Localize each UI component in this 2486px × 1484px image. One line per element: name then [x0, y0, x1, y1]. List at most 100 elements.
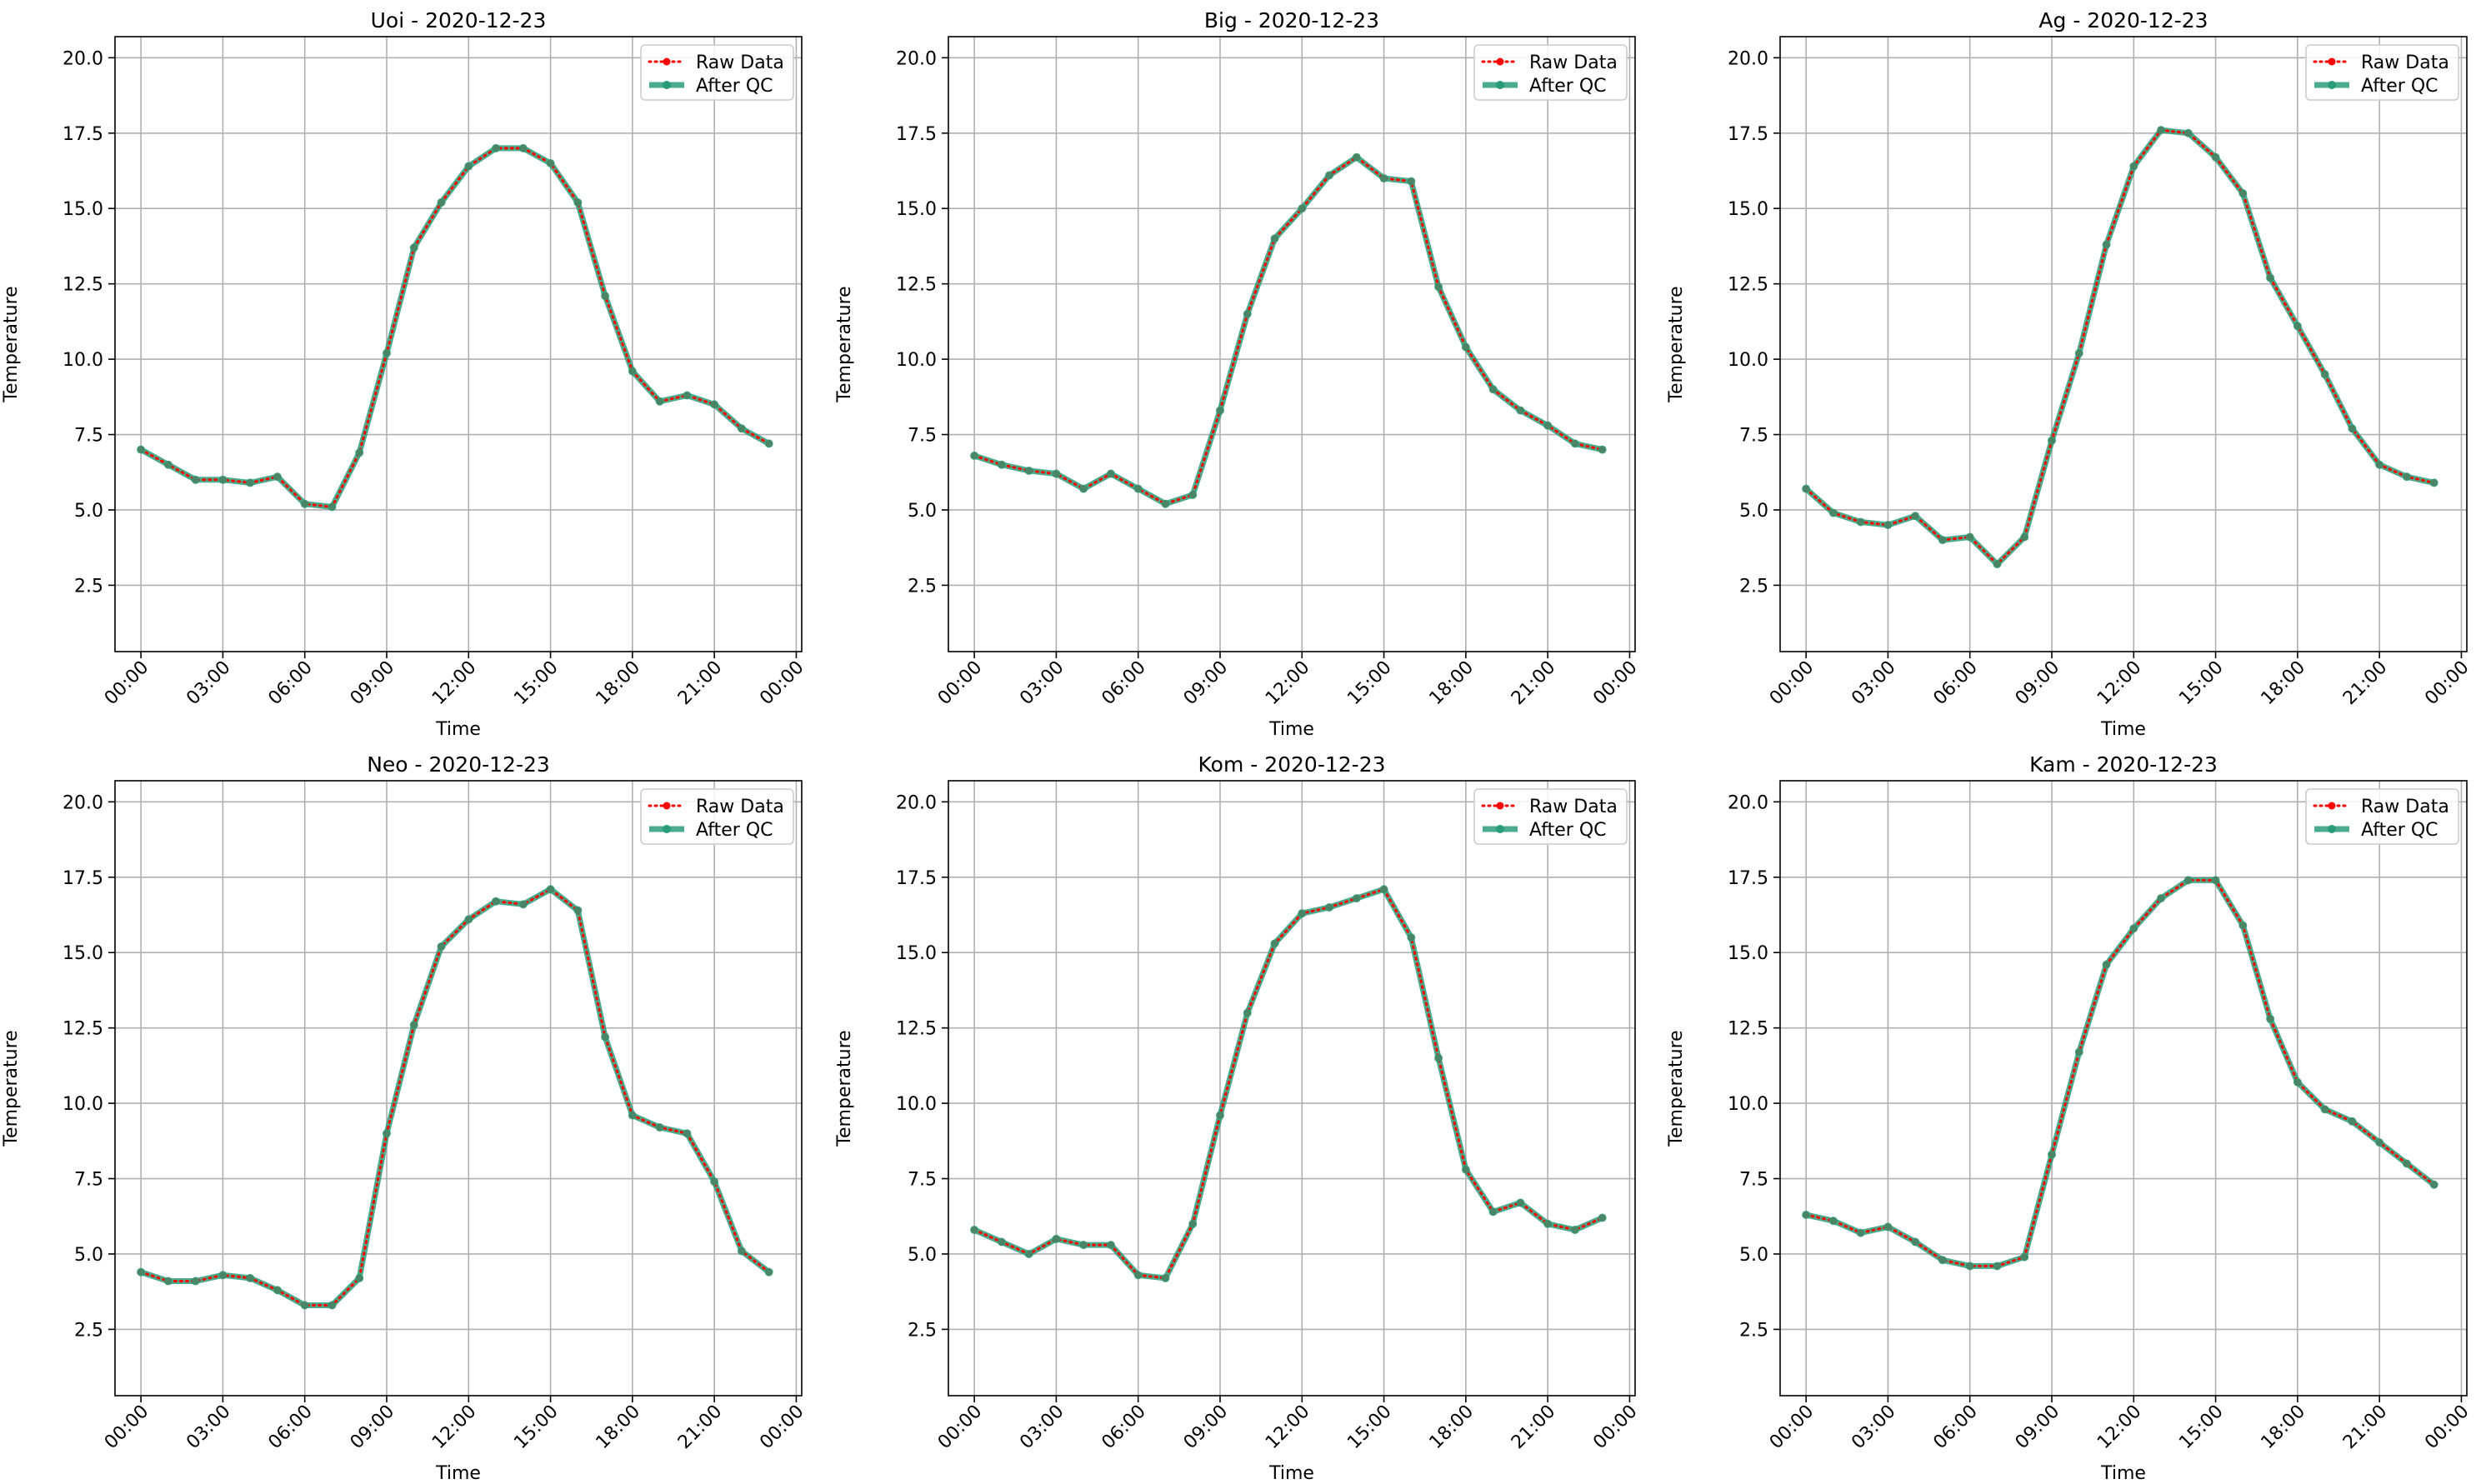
x-tick-label: 18:00 — [1426, 1402, 1478, 1454]
legend-raw-label: Raw Data — [2361, 52, 2449, 73]
legend-qc-label: After QC — [696, 76, 773, 97]
after-qc-point — [1215, 406, 1224, 415]
axes-frame — [948, 780, 1636, 1397]
y-tick-label: 10.0 — [1728, 350, 1768, 371]
after-qc-point — [137, 1267, 146, 1277]
after-qc-point — [1598, 1213, 1607, 1222]
after-qc-point — [1215, 1111, 1224, 1120]
after-qc-point — [2266, 1014, 2275, 1023]
x-tick-label: 00:00 — [756, 657, 808, 710]
x-tick-label: 00:00 — [756, 1402, 808, 1454]
after-qc-point — [2238, 921, 2248, 930]
y-tick-label: 5.0 — [908, 1245, 937, 1266]
after-qc-point — [2320, 1105, 2329, 1114]
subplot-title: Uoi - 2020-12-23 — [371, 8, 547, 32]
after-qc-point — [2402, 1159, 2411, 1168]
subplot-title: Kam - 2020-12-23 — [2029, 752, 2218, 777]
axes-frame — [1779, 780, 2468, 1397]
x-tick-label: 12:00 — [1262, 657, 1314, 710]
y-tick-label: 15.0 — [63, 199, 103, 220]
y-tick-label: 15.0 — [896, 943, 937, 964]
x-tick-label: 06:00 — [264, 657, 317, 710]
y-tick-label: 5.0 — [1739, 501, 1768, 522]
subplot-6: 2.5 5.0 7.5 10.0 12.5 15.0 17.5 20.0 00:00 03:00 0… — [1666, 752, 2473, 1484]
x-tick-label: 09:00 — [1180, 1402, 1233, 1454]
after-qc-point — [1598, 445, 1607, 454]
axes-frame — [114, 780, 803, 1397]
after-qc-point — [1543, 421, 1553, 430]
subplot-1: 2.5 5.0 7.5 10.0 12.5 15.0 17.5 20.0 00:00 03:00 0… — [1, 8, 808, 740]
after-qc-point — [970, 1226, 979, 1235]
legend-qc-label: After QC — [1529, 76, 1607, 97]
after-qc-point — [2074, 1047, 2083, 1057]
after-qc-point — [273, 1286, 282, 1295]
after-qc-point — [2320, 370, 2329, 379]
series-line-raw-data — [1804, 878, 2436, 1267]
after-qc-point — [573, 197, 583, 207]
after-qc-point — [191, 1277, 200, 1286]
after-qc-point — [1052, 469, 1061, 478]
after-qc-point — [464, 162, 473, 171]
after-qc-point — [628, 1111, 637, 1120]
y-tick-label: 12.5 — [1728, 1019, 1768, 1040]
legend-raw-label: Raw Data — [1529, 52, 1618, 73]
x-tick-label: 18:00 — [593, 657, 645, 710]
x-axis-label: Time — [435, 719, 481, 740]
after-qc-point — [1270, 939, 1279, 948]
y-tick-label: 7.5 — [74, 426, 103, 447]
after-qc-point — [1993, 560, 2002, 569]
after-qc-point — [1938, 1256, 1947, 1265]
after-qc-point — [246, 1273, 255, 1282]
legend: Raw Data After QC — [640, 44, 794, 101]
after-qc-point — [1379, 174, 1388, 183]
legend-qc-marker — [663, 81, 671, 89]
after-qc-point — [492, 897, 501, 906]
y-tick-label: 5.0 — [74, 501, 103, 522]
legend-qc-marker — [1496, 81, 1504, 89]
y-tick-label: 5.0 — [74, 1245, 103, 1266]
series-line-raw-data — [1804, 128, 2436, 567]
subplot-title: Kom - 2020-12-23 — [1198, 752, 1386, 777]
legend-qc-label: After QC — [2361, 820, 2438, 841]
after-qc-point — [1298, 204, 1307, 213]
after-qc-point — [710, 400, 719, 409]
x-tick-label: 21:00 — [2339, 1402, 2392, 1454]
axes-frame — [1779, 36, 2468, 652]
legend-raw-marker — [663, 57, 671, 66]
x-tick-label: 21:00 — [674, 657, 727, 710]
x-tick-label: 00:00 — [1766, 1402, 1818, 1454]
subplot-3: 2.5 5.0 7.5 10.0 12.5 15.0 17.5 20.0 00:00 03:00 0… — [1666, 8, 2473, 740]
after-qc-point — [2238, 189, 2248, 198]
y-axis-label: Temperature — [834, 286, 855, 402]
y-axis-label: Temperature — [1, 1030, 22, 1147]
plot-area — [1780, 781, 2467, 1396]
x-tick-label: 09:00 — [347, 1402, 399, 1454]
after-qc-point — [737, 1247, 746, 1256]
x-tick-label: 00:00 — [2421, 1402, 2473, 1454]
legend-raw-label: Raw Data — [1529, 797, 1618, 817]
after-qc-point — [764, 439, 773, 448]
x-tick-label: 03:00 — [183, 657, 235, 710]
legend-raw-marker — [663, 802, 671, 810]
x-tick-label: 15:00 — [1343, 1402, 1396, 1454]
x-axis-label: Time — [1268, 1463, 1314, 1484]
after-qc-point — [2102, 960, 2111, 969]
after-qc-point — [1488, 385, 1498, 394]
y-tick-label: 17.5 — [1728, 124, 1768, 145]
after-qc-point — [1461, 1165, 1470, 1174]
y-tick-label: 12.5 — [63, 1019, 103, 1040]
x-axis-label: Time — [2100, 1463, 2146, 1484]
after-qc-point — [518, 143, 528, 152]
after-qc-point — [1911, 1237, 1920, 1247]
after-qc-point — [546, 885, 555, 894]
after-qc-point — [737, 424, 746, 433]
after-qc-point — [1828, 508, 1838, 517]
after-qc-point — [2375, 460, 2384, 469]
y-tick-label: 10.0 — [63, 350, 103, 371]
y-tick-label: 5.0 — [1739, 1245, 1768, 1266]
y-tick-label: 10.0 — [896, 350, 937, 371]
y-tick-label: 10.0 — [63, 1094, 103, 1115]
series-line-after-qc — [971, 886, 1606, 1282]
after-qc-point — [2375, 1138, 2384, 1147]
